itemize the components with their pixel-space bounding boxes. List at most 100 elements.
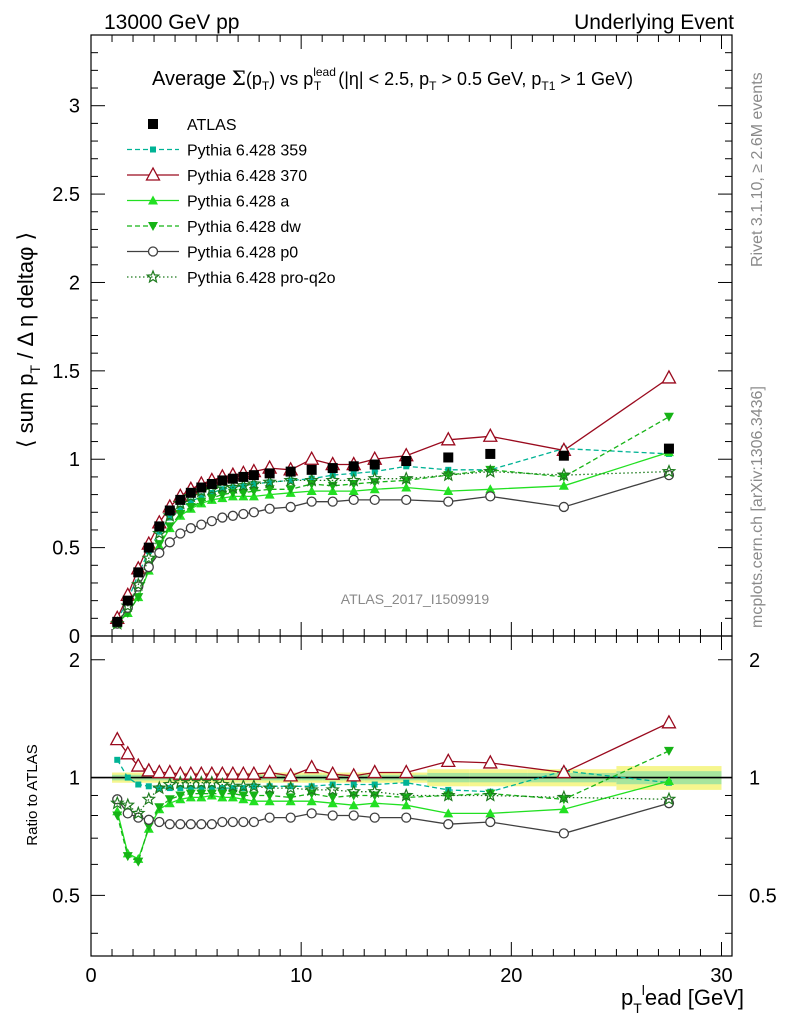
ratio-series-layer bbox=[109, 714, 677, 867]
series-point bbox=[133, 593, 144, 603]
ratio-point bbox=[183, 765, 199, 780]
ratio-point bbox=[441, 787, 456, 802]
ratio-point bbox=[401, 812, 412, 823]
ratio-point bbox=[112, 811, 123, 821]
series-point bbox=[219, 486, 226, 493]
series-point bbox=[152, 525, 167, 540]
series-pythia-6-428-p0 bbox=[112, 469, 675, 629]
legend-item-pythia-6-428-a: Pythia 6.428 a bbox=[127, 194, 289, 211]
ratio-point bbox=[130, 757, 146, 772]
series-point bbox=[369, 484, 380, 494]
ratio-point bbox=[485, 816, 496, 828]
series-point bbox=[401, 482, 412, 492]
ratio-point bbox=[401, 800, 412, 810]
series-point bbox=[325, 472, 340, 487]
series-point bbox=[141, 550, 157, 565]
ratio-y-tick-label-right: 1 bbox=[749, 768, 760, 790]
ratio-point bbox=[217, 816, 228, 828]
ratio-point bbox=[143, 814, 154, 825]
legend-label: Pythia 6.428 dw bbox=[187, 219, 301, 236]
data-point bbox=[348, 461, 359, 472]
series-point bbox=[248, 507, 260, 518]
ratio-point bbox=[264, 812, 275, 823]
data-point bbox=[485, 448, 496, 459]
series-point bbox=[663, 412, 674, 422]
series-point bbox=[240, 482, 247, 489]
ratio-point bbox=[135, 781, 142, 788]
ratio-point bbox=[154, 803, 165, 813]
series-point bbox=[246, 476, 262, 491]
ratio-point bbox=[238, 791, 249, 801]
series-point bbox=[283, 472, 298, 487]
data-point bbox=[185, 487, 196, 498]
ratio-point bbox=[196, 819, 207, 830]
data-point bbox=[154, 521, 165, 532]
ratio-point bbox=[248, 791, 259, 801]
ratio-point bbox=[283, 780, 298, 795]
data-point bbox=[227, 473, 238, 484]
ratio-point bbox=[248, 796, 259, 806]
series-point bbox=[175, 528, 186, 539]
x-tick-label: 30 bbox=[710, 965, 732, 987]
ratio-point bbox=[287, 783, 294, 790]
series-point bbox=[217, 490, 228, 500]
data-point bbox=[133, 567, 144, 578]
ratio-point bbox=[482, 754, 498, 769]
ratio-point bbox=[348, 810, 359, 821]
ratio-point bbox=[154, 816, 165, 828]
ratio-point bbox=[262, 764, 278, 779]
ratio-point bbox=[206, 789, 217, 799]
legend-marker bbox=[145, 166, 161, 181]
series-point bbox=[348, 494, 359, 506]
data-point bbox=[306, 464, 317, 475]
ratio-point bbox=[151, 764, 167, 779]
legend-item-pythia-6-428-359: Pythia 6.428 359 bbox=[127, 143, 307, 160]
x-axis-label: pTlead [GeV] bbox=[621, 982, 744, 1016]
ratio-point bbox=[206, 819, 217, 830]
ratio-y-tick-label-right: 2 bbox=[749, 650, 760, 672]
series-point bbox=[401, 494, 412, 506]
series-point bbox=[285, 501, 296, 513]
series-point bbox=[304, 450, 320, 465]
series-point bbox=[485, 491, 496, 502]
legend-label: Pythia 6.428 p0 bbox=[187, 245, 298, 262]
series-point bbox=[287, 477, 294, 484]
ratio-y-tick-label-right: 0.5 bbox=[749, 885, 777, 907]
series-point bbox=[166, 514, 173, 521]
ratio-point bbox=[306, 796, 317, 806]
ratio-point bbox=[661, 791, 677, 806]
series-point bbox=[156, 528, 163, 535]
ratio-point bbox=[122, 852, 133, 862]
series-point bbox=[164, 537, 175, 548]
ratio-point bbox=[227, 816, 239, 828]
ratio-line bbox=[116, 750, 670, 863]
series-point bbox=[154, 547, 165, 559]
series-point bbox=[369, 494, 380, 506]
header-left: 13000 GeV pp bbox=[104, 11, 239, 34]
analysis-id: ATLAS_2017_I1509919 bbox=[341, 591, 490, 607]
series-point bbox=[483, 463, 498, 478]
series-point bbox=[164, 522, 175, 532]
series-point bbox=[304, 472, 319, 487]
series-point bbox=[248, 487, 259, 497]
y-axis-label: ⟨ sum pT / Δ η deltaφ ⟩ bbox=[13, 232, 43, 448]
series-point bbox=[440, 431, 456, 446]
ratio-y-axis-label: Ratio to ATLAS bbox=[24, 744, 41, 845]
ratio-point bbox=[198, 785, 205, 792]
ratio-point bbox=[162, 764, 178, 779]
legend-label: ATLAS bbox=[187, 117, 237, 134]
ratio-point bbox=[196, 789, 207, 799]
series-point bbox=[143, 561, 154, 573]
y-tick-label: 2.5 bbox=[52, 184, 80, 206]
series-point bbox=[238, 508, 249, 520]
series-point bbox=[131, 577, 146, 591]
ratio-point bbox=[483, 787, 498, 802]
ratio-point bbox=[120, 745, 136, 760]
series-point bbox=[262, 474, 277, 489]
data-point bbox=[238, 471, 249, 482]
series-atlas bbox=[112, 443, 674, 627]
y-tick-label: 2 bbox=[69, 272, 80, 294]
series-point bbox=[403, 463, 410, 470]
legend-marker bbox=[148, 222, 158, 231]
